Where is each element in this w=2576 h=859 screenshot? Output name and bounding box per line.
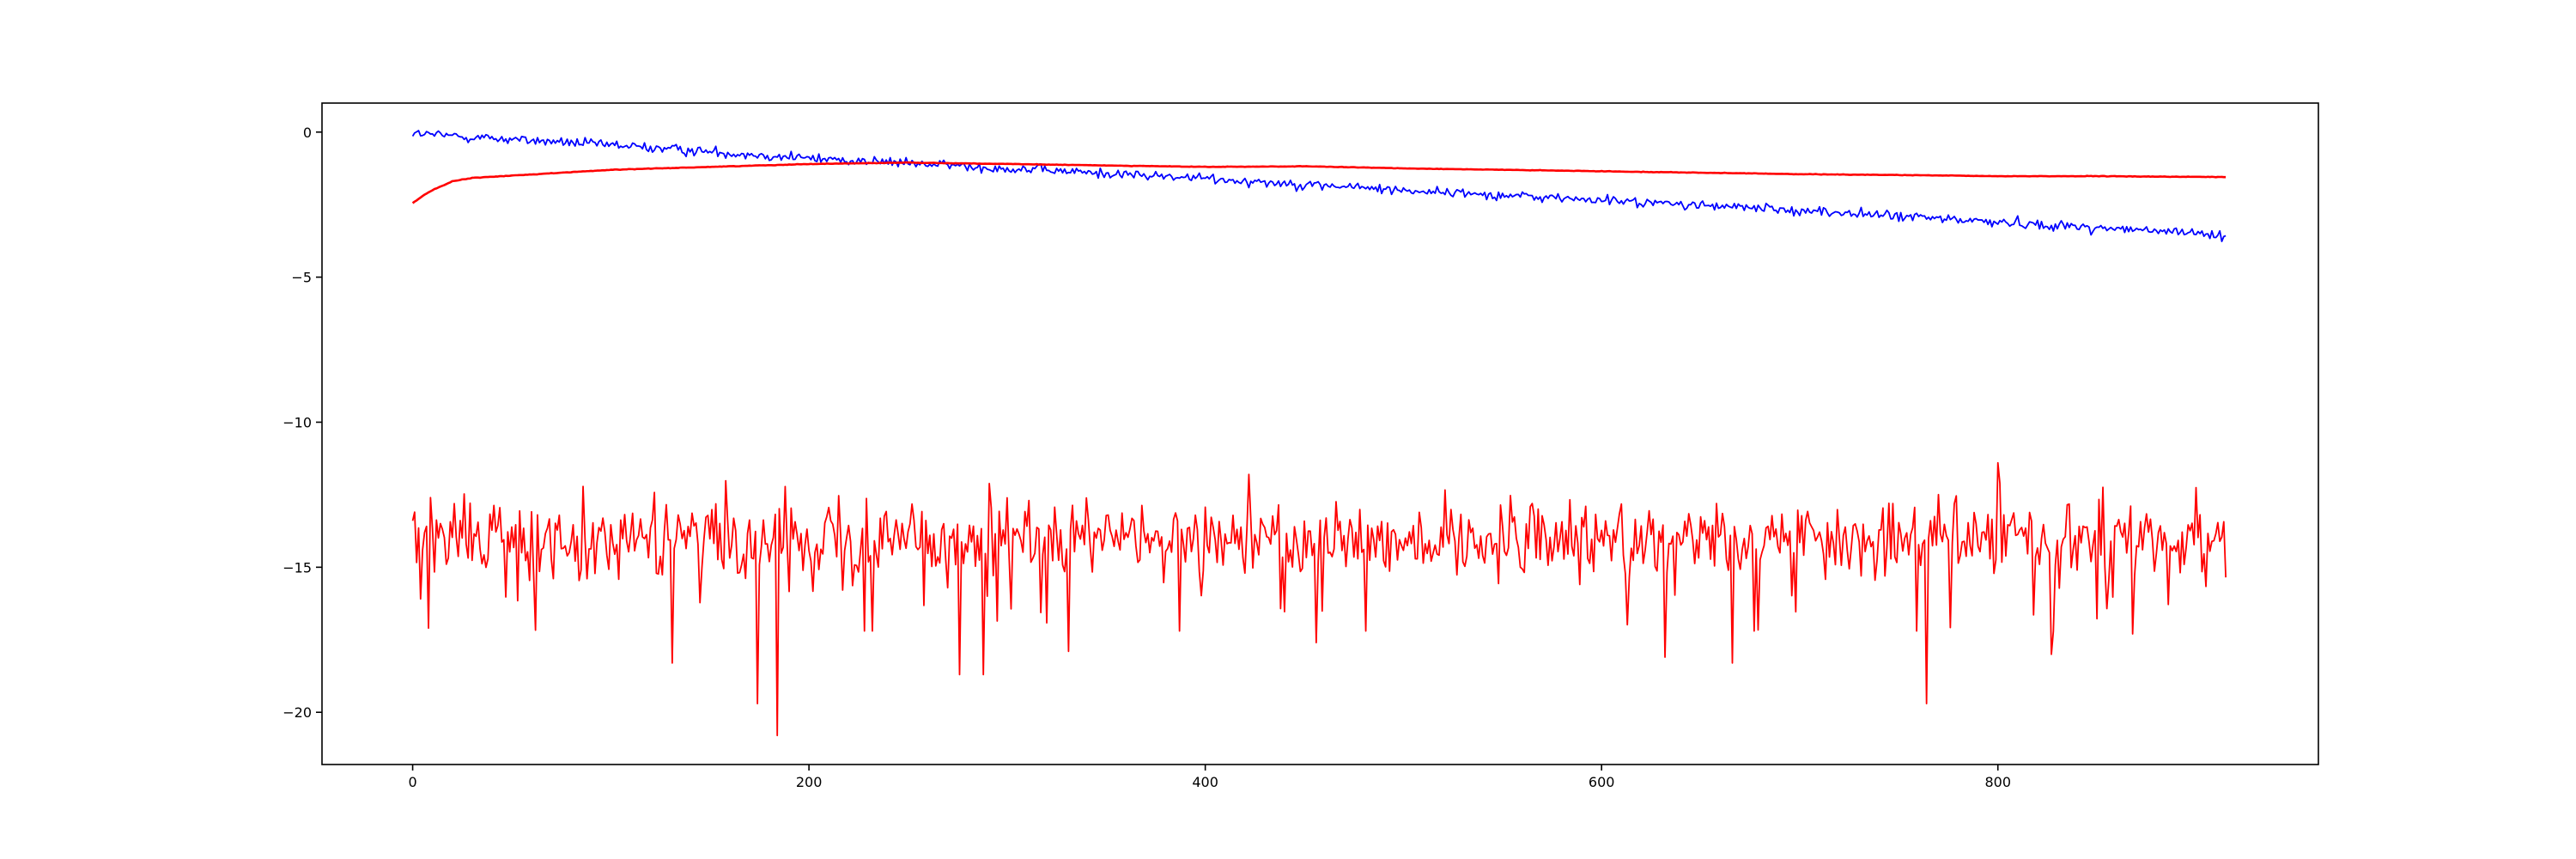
x-tick-label: 600	[1589, 774, 1615, 790]
y-tick-label: −10	[283, 414, 312, 430]
series-line-3	[411, 461, 2227, 737]
y-tick-label: 0	[303, 125, 312, 141]
x-tick-label: 800	[1984, 774, 2011, 790]
y-tick-label: −5	[291, 270, 312, 286]
x-axis: 0 200 400 600 800	[408, 765, 2011, 790]
x-tick-label: 0	[408, 774, 416, 790]
series-layer	[411, 130, 2227, 737]
series-line-1	[411, 130, 2227, 242]
y-tick-label: −20	[283, 704, 312, 721]
series-line-2	[411, 161, 2227, 204]
x-tick-label: 400	[1192, 774, 1218, 790]
x-tick-label: 200	[796, 774, 823, 790]
plot-frame	[321, 102, 2319, 765]
y-axis: 0 −5 −10 −15 −20	[283, 125, 322, 721]
y-tick-label: −15	[283, 559, 312, 576]
